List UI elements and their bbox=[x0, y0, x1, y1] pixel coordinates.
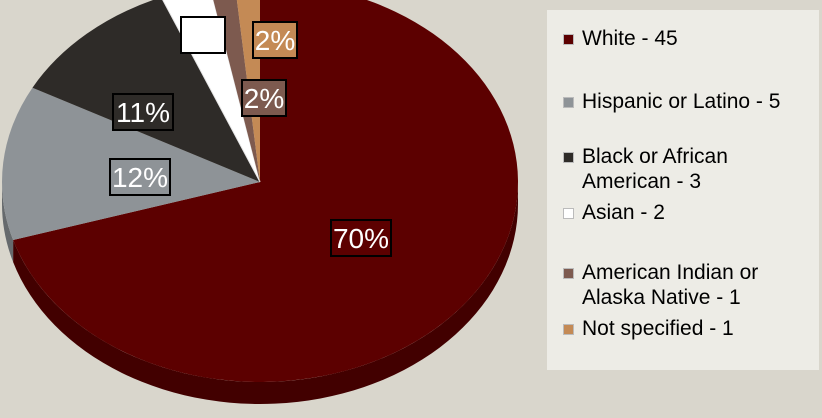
slice-label-box bbox=[109, 158, 171, 196]
legend-label: White - 45 bbox=[582, 27, 678, 50]
legend-label: Asian - 2 bbox=[582, 201, 665, 224]
slice-label-text: 70% bbox=[333, 223, 389, 254]
slice-label: 3% bbox=[180, 16, 226, 54]
slice-label: 70% bbox=[330, 219, 392, 257]
legend-swatch bbox=[563, 208, 574, 219]
legend-swatch bbox=[563, 268, 574, 279]
legend-label: Black or African American - 3 bbox=[582, 145, 728, 193]
legend-item-not-specified: Not specified - 1 bbox=[563, 316, 813, 341]
legend-item-white: White - 45 bbox=[563, 26, 813, 51]
pie-labels: 70% 12% 11% 3% 2% 2% bbox=[109, 16, 392, 257]
legend-swatch bbox=[563, 34, 574, 45]
slice-label-text: 2% bbox=[244, 83, 284, 114]
slice-label-text: 11% bbox=[116, 97, 170, 128]
pie-slice bbox=[13, 0, 518, 382]
pie-depth bbox=[2, 182, 518, 405]
slice-label-text: 2% bbox=[255, 25, 295, 56]
slice-label: 12% bbox=[109, 158, 171, 196]
legend-item-american-indian-or-alaska-native: American Indian or Alaska Native - 1 bbox=[563, 260, 813, 310]
slice-label-box bbox=[241, 79, 287, 117]
slice-label-box bbox=[330, 219, 392, 257]
legend-item-hispanic-or-latino: Hispanic or Latino - 5 bbox=[563, 89, 813, 114]
legend-swatch bbox=[563, 152, 574, 163]
pie-slice bbox=[32, 0, 260, 182]
slice-label-text: 3% bbox=[183, 20, 223, 51]
slice-label: 2% bbox=[241, 79, 287, 117]
slice-label-text: 12% bbox=[112, 162, 168, 193]
legend-item-asian: Asian - 2 bbox=[563, 200, 813, 225]
legend-label: American Indian or Alaska Native - 1 bbox=[582, 261, 759, 309]
pie-slice-side bbox=[2, 182, 14, 263]
legend-swatch bbox=[563, 97, 574, 108]
legend-label: Hispanic or Latino - 5 bbox=[582, 90, 781, 113]
legend-item-black-or-african-american: Black or African American - 3 bbox=[563, 144, 813, 194]
slice-label-box bbox=[180, 16, 226, 54]
slice-label-box bbox=[112, 93, 174, 131]
legend: White - 45 Hispanic or Latino - 5 Black … bbox=[547, 10, 819, 370]
legend-swatch bbox=[563, 324, 574, 335]
slice-label-box bbox=[252, 21, 298, 59]
slice-label: 11% bbox=[112, 93, 174, 131]
slice-label: 2% bbox=[252, 21, 298, 59]
legend-label: Not specified - 1 bbox=[582, 317, 734, 340]
